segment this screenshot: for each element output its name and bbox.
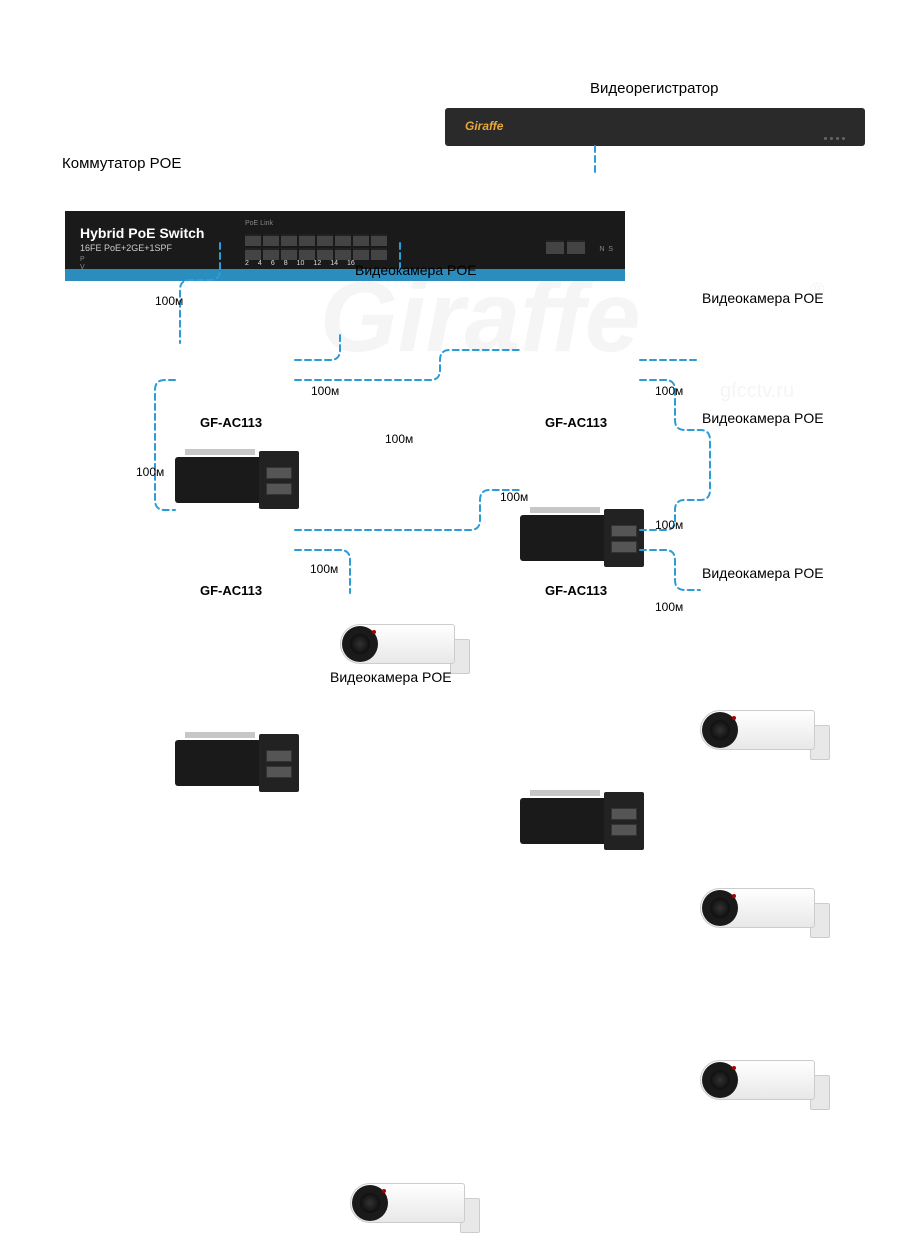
distance-label: 100м bbox=[155, 294, 183, 308]
text-label: Видеокамера POE bbox=[702, 290, 824, 306]
nvr-leds bbox=[824, 137, 845, 140]
extender-4 bbox=[520, 792, 640, 850]
text-label: GF-AC113 bbox=[545, 415, 607, 430]
distance-label: 100м bbox=[311, 384, 339, 398]
text-label: Видеорегистратор bbox=[590, 80, 718, 97]
camera-4 bbox=[700, 1050, 830, 1110]
switch-bottom-nums: 246810121416 bbox=[245, 260, 355, 267]
switch-uplinks bbox=[546, 240, 585, 254]
switch-port-header: PoE Link bbox=[245, 220, 273, 227]
switch-ports bbox=[245, 234, 387, 260]
text-label: GF-AC113 bbox=[200, 583, 262, 598]
text-label: Коммутатор POE bbox=[62, 155, 181, 172]
switch-stripe bbox=[65, 269, 625, 281]
extender-3 bbox=[175, 734, 295, 792]
nvr-brand: Giraffe bbox=[465, 119, 503, 133]
text-label: GF-AC113 bbox=[200, 415, 262, 430]
distance-label: 100м bbox=[136, 465, 164, 479]
distance-label: 100м bbox=[655, 600, 683, 614]
distance-label: 100м bbox=[310, 562, 338, 576]
text-label: Видеокамера POE bbox=[355, 262, 477, 278]
camera-3 bbox=[700, 878, 830, 938]
camera-5 bbox=[350, 1173, 480, 1233]
distance-label: 100м bbox=[655, 384, 683, 398]
extender-1 bbox=[175, 451, 295, 509]
network-diagram: Giraffe ® gfcctv.ru Giraffe Hybrid PoE S… bbox=[0, 0, 900, 900]
camera-1 bbox=[340, 614, 470, 674]
distance-label: 100м bbox=[500, 490, 528, 504]
camera-2 bbox=[700, 700, 830, 760]
text-label: Видеокамера POE bbox=[330, 669, 452, 685]
extender-2 bbox=[520, 509, 640, 567]
text-label: Видеокамера POE bbox=[702, 565, 824, 581]
distance-label: 100м bbox=[655, 518, 683, 532]
switch-title: Hybrid PoE Switch bbox=[80, 225, 204, 241]
nvr-device: Giraffe bbox=[445, 108, 865, 146]
switch-sfp-label: N S bbox=[599, 246, 613, 253]
text-label: Видеокамера POE bbox=[702, 410, 824, 426]
poe-switch: Hybrid PoE Switch 16FE PoE+2GE+1SPF PVS … bbox=[65, 211, 625, 281]
text-label: GF-AC113 bbox=[545, 583, 607, 598]
switch-subtitle: 16FE PoE+2GE+1SPF bbox=[80, 243, 172, 253]
distance-label: 100м bbox=[385, 432, 413, 446]
watermark-url: gfcctv.ru bbox=[720, 380, 794, 403]
